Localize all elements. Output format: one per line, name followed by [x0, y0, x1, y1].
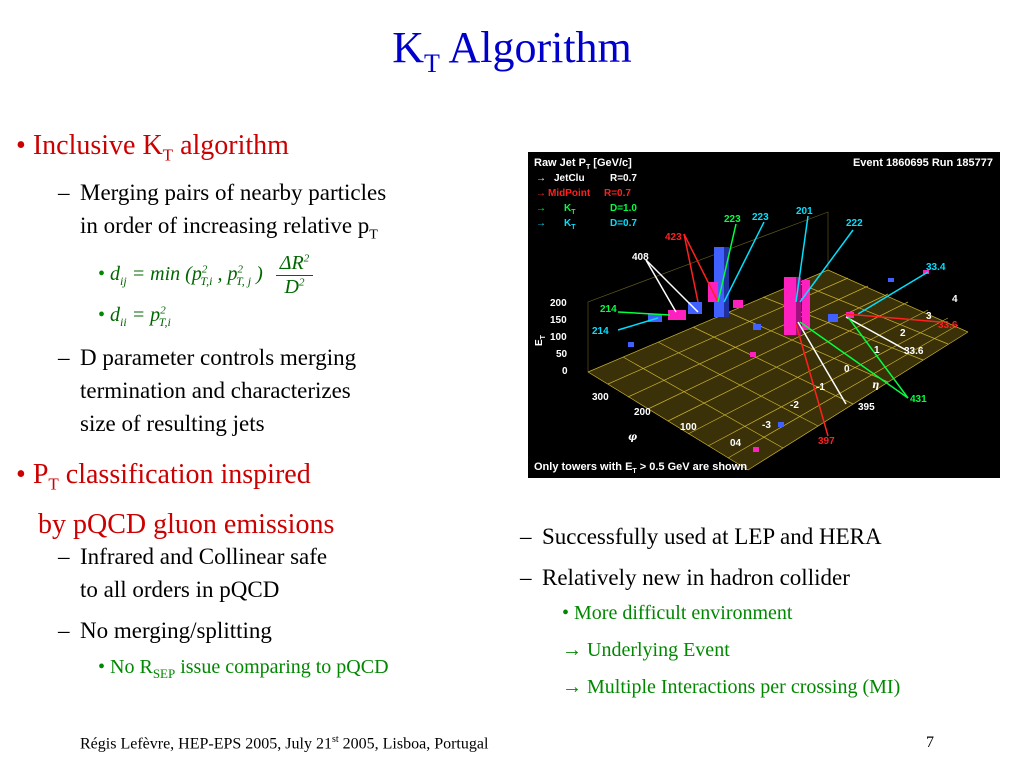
svg-text:0: 0 — [844, 364, 850, 375]
bullet-pt-classification: • PT classification inspired by pQCD glu… — [16, 459, 335, 540]
et-axis-label: ET — [534, 334, 547, 346]
slide-title: KT Algorithm — [392, 23, 632, 78]
slide-footer: Régis Lefèvre, HEP-EPS 2005, July 21st 2… — [80, 734, 489, 753]
right-sub-underlying-event: → Underlying Event — [562, 639, 730, 661]
label-395: 395 — [858, 402, 875, 413]
svg-text:150: 150 — [550, 315, 567, 326]
event-run-label: Event 1860695 Run 185777 — [853, 157, 993, 169]
svg-text:4: 4 — [952, 294, 958, 305]
label-423: 423 — [665, 232, 682, 243]
svg-text:-1: -1 — [816, 382, 825, 393]
svg-text:-2: -2 — [790, 400, 799, 411]
label-431: 431 — [910, 394, 927, 405]
jet-labels: 423 223 223 201 222 408 33.4 214 214 33.… — [592, 206, 958, 447]
label-223-cyan: 223 — [752, 212, 769, 223]
legend-jetclu: → JetClu R=0.7 — [536, 173, 637, 184]
sub-bullet-infrared: – Infrared and Collinear safe to all orde… — [58, 544, 328, 602]
label-223-green: 223 — [724, 214, 741, 225]
svg-text:100: 100 — [680, 422, 697, 433]
svg-text:50: 50 — [556, 349, 568, 360]
svg-text:04: 04 — [730, 438, 742, 449]
label-214-green: 214 — [600, 304, 617, 315]
svg-text:200: 200 — [634, 407, 651, 418]
label-397: 397 — [818, 436, 835, 447]
legend-kt-d10: → KT D=1.0 — [536, 203, 637, 216]
svg-text:300: 300 — [592, 392, 609, 403]
svg-text:3: 3 — [926, 311, 932, 322]
right-bullet-hadron-collider: – Relatively new in hadron collider — [520, 565, 850, 590]
bullet-inclusive-kt: • Inclusive KT algorithm — [16, 130, 289, 165]
label-33-4: 33.4 — [926, 262, 946, 273]
label-214-cyan: 214 — [592, 326, 609, 337]
right-bullet-lep-hera: – Successfully used at LEP and HERA — [520, 524, 882, 549]
phi-axis-label: φ — [628, 432, 637, 443]
phi-axis: 300 200 100 04 φ — [592, 392, 742, 449]
legend-midpoint: → MidPoint R=0.7 — [536, 188, 631, 199]
svg-text:1: 1 — [874, 345, 880, 356]
right-sub-multiple-interactions: → Multiple Interactions per crossing (MI… — [562, 676, 901, 698]
sub-bullet-d-parameter: – D parameter controls merging terminatio… — [58, 345, 357, 436]
label-33-6-red: 33.6 — [938, 320, 958, 331]
calorimeter-grid-floor — [588, 270, 968, 470]
legend-kt-d07: → KT D=0.7 — [536, 218, 637, 231]
svg-text:0: 0 — [562, 366, 568, 377]
event-footer: Only towers with ET > 0.5 GeV are shown — [534, 461, 747, 475]
formula-fraction: ΔR2 D2 — [275, 252, 314, 299]
sub-bullet-merging: – Merging pairs of nearby particles in or… — [58, 180, 387, 243]
label-408: 408 — [632, 252, 649, 263]
label-222: 222 — [846, 218, 863, 229]
formula-dii: • dii = p2T,i — [98, 304, 171, 329]
label-33-6-white: 33.6 — [904, 346, 924, 357]
jet-arrows — [617, 215, 941, 437]
eta-axis: 4 3 2 1 0 -1 -2 -3 η — [762, 294, 958, 431]
page-number: 7 — [926, 734, 934, 751]
svg-text:-3: -3 — [762, 420, 771, 431]
svg-text:200: 200 — [550, 298, 567, 309]
label-201: 201 — [796, 206, 813, 217]
svg-text:100: 100 — [550, 332, 567, 343]
right-sub-difficult-environment: • More difficult environment — [562, 602, 793, 624]
formula-dij: • dij = min (p2T,i , p2T, j ) ΔR2 D2 — [98, 252, 314, 299]
et-axis: 200 150 100 50 0 ET — [534, 298, 568, 377]
eta-axis-label: η — [872, 380, 879, 391]
svg-text:2: 2 — [900, 328, 906, 339]
sub-bullet-no-merging: – No merging/splitting — [58, 618, 272, 643]
event-header: Raw Jet PT [GeV/c] — [534, 157, 632, 171]
event-legend: → JetClu R=0.7 → MidPoint R=0.7 → KT D=1.0 → KT… — [536, 173, 637, 231]
sub-sub-bullet-rsep: • No RSEP issue comparing to pQCD — [98, 656, 389, 681]
calorimeter-grid-lines — [587, 269, 969, 471]
event-display-image: Raw Jet PT [GeV/c] Event 1860695 Run 185… — [528, 152, 1000, 478]
